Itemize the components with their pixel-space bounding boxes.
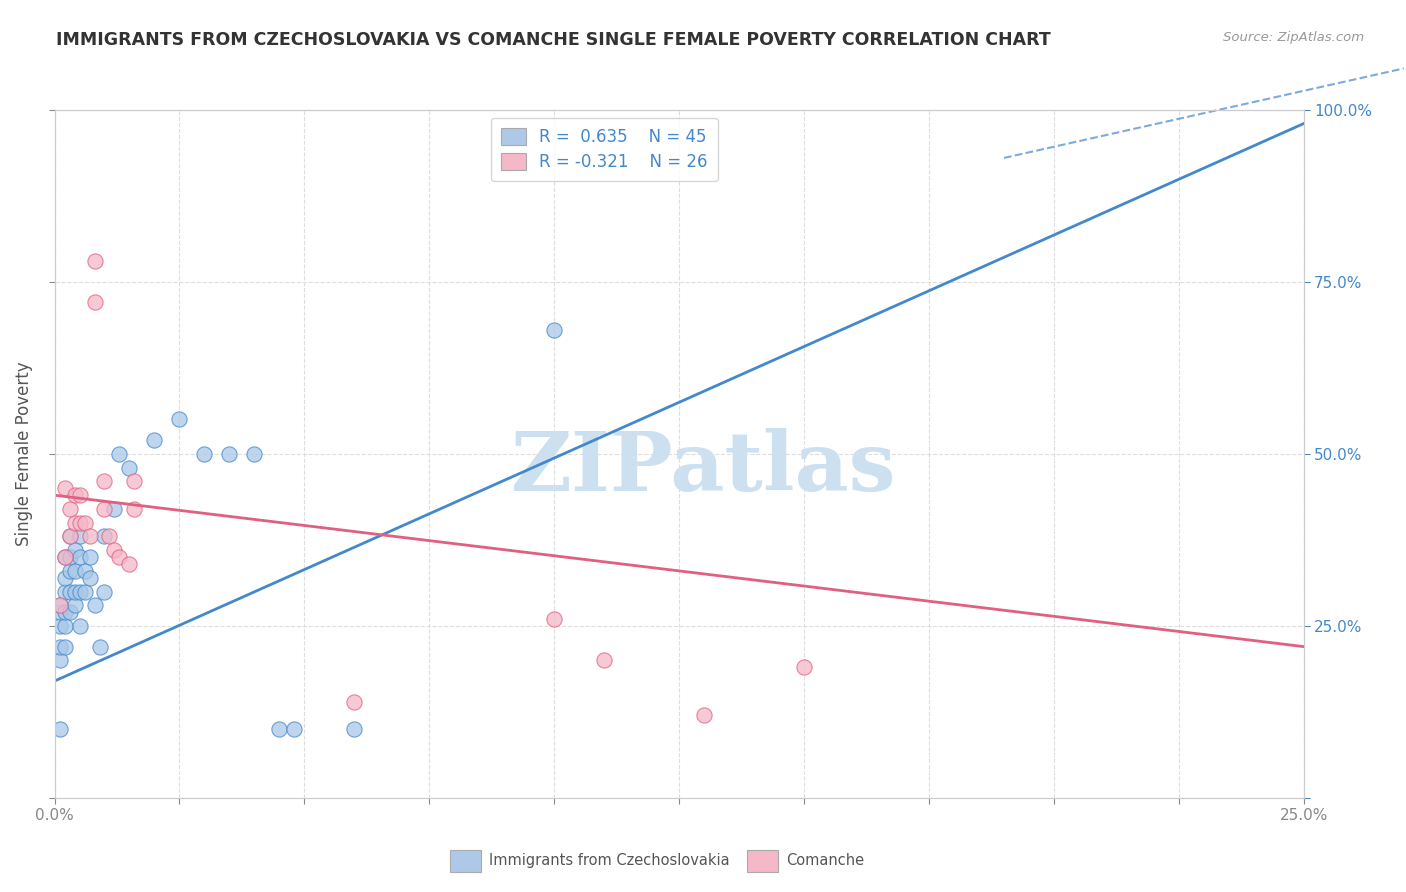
Point [89,640,111,654]
Point [73,564,96,578]
Point [103,543,125,558]
Point [93,584,115,599]
Text: ZIPatlas: ZIPatlas [512,427,897,508]
Point [58,550,80,565]
Point [63,543,86,558]
Point [218,447,240,461]
Point [543,612,565,626]
Point [83,254,105,268]
Point [53,640,76,654]
Point [83,599,105,613]
Point [48,619,70,633]
Point [283,723,305,737]
Point [69,619,91,633]
Point [124,502,146,516]
Point [118,460,141,475]
Point [48,605,70,619]
Point [93,502,115,516]
Point [83,295,105,310]
Point [73,516,96,530]
Point [58,529,80,543]
Point [53,619,76,633]
Point [53,550,76,565]
Point [169,412,191,426]
Point [103,502,125,516]
Y-axis label: Single Female Poverty: Single Female Poverty [15,361,32,546]
Legend: R =  0.635    N = 45, R = -0.321    N = 26: R = 0.635 N = 45, R = -0.321 N = 26 [491,118,717,181]
Point [53,550,76,565]
Point [63,488,86,502]
Point [93,529,115,543]
Point [343,723,366,737]
Point [58,529,80,543]
Point [73,584,96,599]
Point [193,447,215,461]
Point [69,516,91,530]
Point [143,433,166,447]
Point [69,584,91,599]
Point [63,599,86,613]
Point [79,529,101,543]
Point [543,323,565,337]
Point [69,550,91,565]
Point [593,653,616,667]
Point [58,564,80,578]
Point [58,502,80,516]
Point [693,708,716,723]
Point [58,605,80,619]
Point [79,550,101,565]
Point [53,584,76,599]
Point [124,475,146,489]
Point [53,481,76,495]
Point [53,571,76,585]
Point [48,653,70,667]
Point [69,529,91,543]
Point [79,571,101,585]
Point [48,723,70,737]
Text: IMMIGRANTS FROM CZECHOSLOVAKIA VS COMANCHE SINGLE FEMALE POVERTY CORRELATION CHA: IMMIGRANTS FROM CZECHOSLOVAKIA VS COMANC… [56,31,1052,49]
Point [58,584,80,599]
Point [48,640,70,654]
Point [63,516,86,530]
Point [69,488,91,502]
Point [48,599,70,613]
Point [118,557,141,571]
Point [98,529,121,543]
Point [793,660,815,674]
Point [108,550,131,565]
Text: Comanche: Comanche [786,853,865,868]
Point [243,447,266,461]
Point [63,584,86,599]
Point [343,695,366,709]
Point [48,599,70,613]
Point [108,447,131,461]
Point [269,723,291,737]
Text: Source: ZipAtlas.com: Source: ZipAtlas.com [1223,31,1364,45]
Text: Immigrants from Czechoslovakia: Immigrants from Czechoslovakia [489,853,730,868]
Point [93,475,115,489]
Point [63,564,86,578]
Point [53,605,76,619]
